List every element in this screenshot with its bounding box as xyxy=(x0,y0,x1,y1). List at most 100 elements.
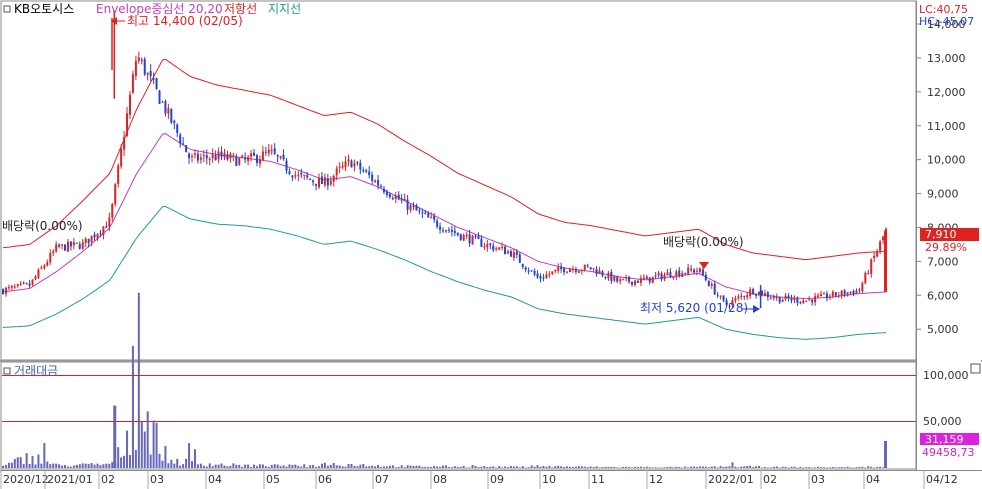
volume-bar xyxy=(238,464,241,468)
change-pct-value: 29.89% xyxy=(925,241,967,254)
candle-body xyxy=(713,283,716,295)
candle-body xyxy=(385,191,388,195)
volume-bar xyxy=(843,467,846,468)
volume-bar xyxy=(182,464,185,468)
volume-bar xyxy=(563,466,566,468)
volume-bar xyxy=(155,422,158,468)
volume-bar xyxy=(527,467,530,468)
candle-body xyxy=(554,269,557,272)
candle-body xyxy=(193,153,196,155)
candle-body xyxy=(799,302,802,304)
x-tick-label: 12 xyxy=(649,473,663,486)
volume-box-icon[interactable] xyxy=(3,367,11,375)
candle-body xyxy=(781,299,784,302)
volume-bar xyxy=(158,453,161,468)
candle-body xyxy=(312,180,315,183)
candle-body xyxy=(628,276,631,282)
volume-bar xyxy=(610,466,613,468)
volume-bar xyxy=(332,462,335,468)
candle-body xyxy=(31,279,34,285)
candle-body xyxy=(722,295,725,301)
candle-body xyxy=(834,292,837,296)
volume-bar xyxy=(105,463,108,468)
candle-body xyxy=(303,174,306,176)
candle-body xyxy=(205,155,208,159)
candle-body xyxy=(164,101,167,114)
volume-bar xyxy=(442,465,445,468)
volume-bar xyxy=(669,466,672,468)
volume-bar xyxy=(285,466,288,468)
candle-body xyxy=(790,298,793,301)
envelope-legend[interactable]: Envelope중심선 20,20 xyxy=(96,2,223,16)
volume-bar xyxy=(161,460,164,468)
volume-bar xyxy=(459,466,462,468)
volume-bar xyxy=(31,456,34,468)
volume-bar xyxy=(566,466,569,468)
volume-bar xyxy=(654,467,657,468)
candle-body xyxy=(755,294,758,296)
candle-body xyxy=(882,236,885,241)
candle-body xyxy=(707,280,710,287)
volume-bar xyxy=(589,466,592,468)
candle-body xyxy=(126,113,129,136)
candle-body xyxy=(409,205,412,210)
high-annotation: 최고 14,400 (02/05) xyxy=(127,14,243,28)
resistance-legend[interactable]: 저항선 xyxy=(224,2,257,16)
candle-body xyxy=(787,295,790,299)
volume-bar xyxy=(391,465,394,468)
candle-body xyxy=(143,59,146,75)
support-legend[interactable]: 지지선 xyxy=(268,2,301,16)
volume-close-icon[interactable] xyxy=(970,363,981,374)
candle-body xyxy=(483,246,486,248)
volume-bar xyxy=(202,465,205,468)
volume-bar xyxy=(412,466,415,468)
volume-bar xyxy=(586,467,589,468)
volume-bar xyxy=(468,467,471,468)
candle-body xyxy=(793,297,796,301)
candle-body xyxy=(439,226,442,230)
volume-bar xyxy=(492,466,495,468)
volume-bar xyxy=(176,458,179,468)
candle-body xyxy=(521,263,524,267)
candle-body xyxy=(766,292,769,298)
volume-bar xyxy=(421,466,424,468)
volume-bar xyxy=(61,465,64,468)
volume-bar xyxy=(557,465,560,468)
volume-bar xyxy=(315,466,318,468)
volume-bar xyxy=(613,466,616,468)
last-price-badge xyxy=(920,228,979,241)
x-tick-label: 06 xyxy=(318,473,332,486)
candle-body xyxy=(128,94,131,115)
candle-body xyxy=(749,289,752,297)
candle-body xyxy=(191,156,194,158)
candle-body xyxy=(592,268,595,270)
candle-body xyxy=(580,270,583,272)
candle-body xyxy=(820,293,823,297)
candle-body xyxy=(669,272,672,278)
candle-body xyxy=(247,156,250,161)
candle-body xyxy=(648,277,651,283)
volume-bar xyxy=(120,457,123,468)
candle-body xyxy=(684,272,687,274)
volume-bar xyxy=(569,466,572,468)
volume-bar xyxy=(598,467,601,468)
candle-body xyxy=(710,284,713,286)
volume-bar xyxy=(208,463,211,468)
candle-body xyxy=(504,246,507,255)
volume-bar xyxy=(592,467,595,468)
header-box-icon[interactable] xyxy=(3,5,11,13)
volume-bar xyxy=(521,466,524,468)
low-arrow-icon xyxy=(753,305,760,313)
candle-body xyxy=(78,244,81,249)
volume-bar xyxy=(462,465,465,468)
volume-bar xyxy=(143,431,146,468)
volume-bar xyxy=(663,467,666,468)
volume-bar xyxy=(471,465,474,468)
volume-bar xyxy=(78,464,81,468)
candle-body xyxy=(843,290,846,295)
candle-body xyxy=(371,174,374,182)
volume-last-value: 31,159 xyxy=(925,433,964,446)
candle-body xyxy=(817,295,820,297)
volume-bar xyxy=(574,466,577,468)
